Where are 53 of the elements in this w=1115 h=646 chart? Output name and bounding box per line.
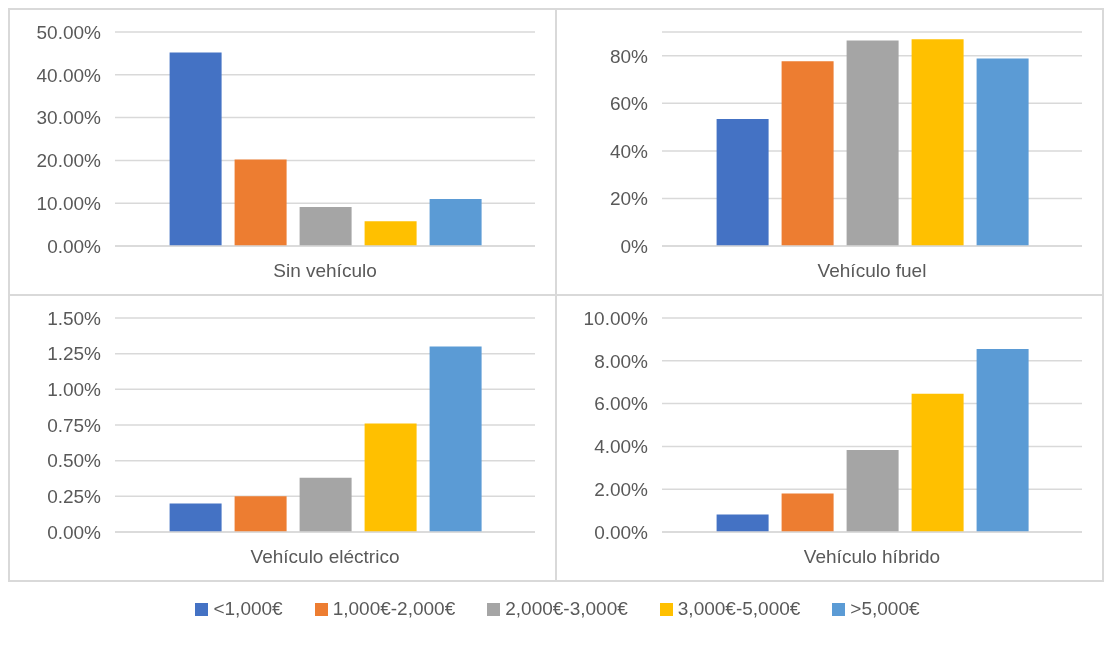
y-tick-label: 8.00% <box>594 350 649 372</box>
y-tick-label: 2.00% <box>594 478 649 500</box>
x-tick-label: Vehículo fuel <box>817 260 927 282</box>
bar <box>234 159 287 246</box>
legend-label: 1,000€-2,000€ <box>332 598 456 620</box>
bar <box>429 346 482 532</box>
y-tick-label: 6.00% <box>594 393 649 415</box>
bar <box>976 349 1029 532</box>
bar <box>299 477 352 532</box>
y-tick-label: 0.00% <box>47 521 102 543</box>
bar <box>169 503 222 532</box>
bar <box>299 207 352 246</box>
y-tick-label: 20% <box>609 188 649 210</box>
bar <box>429 198 482 246</box>
legend-label: >5,000€ <box>850 598 920 620</box>
y-tick-label: 0.00% <box>594 521 649 543</box>
y-tick-label: 0% <box>620 235 649 257</box>
y-tick-label: 30.00% <box>36 107 102 129</box>
y-tick-label: 40.00% <box>36 64 102 86</box>
y-tick-label: 0.00% <box>47 235 102 257</box>
y-tick-label: 20.00% <box>36 150 102 172</box>
bar <box>169 52 222 246</box>
y-tick-label: 50.00% <box>36 21 102 43</box>
bar <box>781 493 834 532</box>
bar <box>781 61 834 246</box>
bar <box>364 423 417 532</box>
x-tick-label: Sin vehículo <box>273 260 377 282</box>
legend-label: 3,000€-5,000€ <box>677 598 801 620</box>
bar <box>364 221 417 246</box>
y-tick-label: 1.50% <box>47 307 102 329</box>
bar <box>911 39 964 246</box>
bar <box>846 450 899 532</box>
legend-label: <1,000€ <box>213 598 283 620</box>
bar <box>234 496 287 532</box>
legend-label: 2,000€-3,000€ <box>505 598 628 620</box>
bar <box>716 119 769 246</box>
bar <box>846 40 899 246</box>
y-tick-label: 0.75% <box>47 414 102 436</box>
bar <box>716 514 769 532</box>
y-tick-label: 0.50% <box>47 450 102 472</box>
y-tick-label: 4.00% <box>594 436 649 458</box>
bar <box>976 58 1029 246</box>
y-tick-label: 80% <box>609 45 649 67</box>
y-tick-label: 40% <box>609 140 649 162</box>
y-tick-label: 0.25% <box>47 486 102 508</box>
y-tick-label: 60% <box>609 93 649 115</box>
x-tick-label: Vehículo eléctrico <box>250 546 400 568</box>
y-tick-label: 1.00% <box>47 379 102 401</box>
x-tick-label: Vehículo híbrido <box>803 546 941 568</box>
y-tick-label: 10.00% <box>36 192 102 214</box>
y-tick-label: 10.00% <box>583 307 649 329</box>
bar <box>911 393 964 532</box>
y-tick-label: 1.25% <box>47 343 102 365</box>
